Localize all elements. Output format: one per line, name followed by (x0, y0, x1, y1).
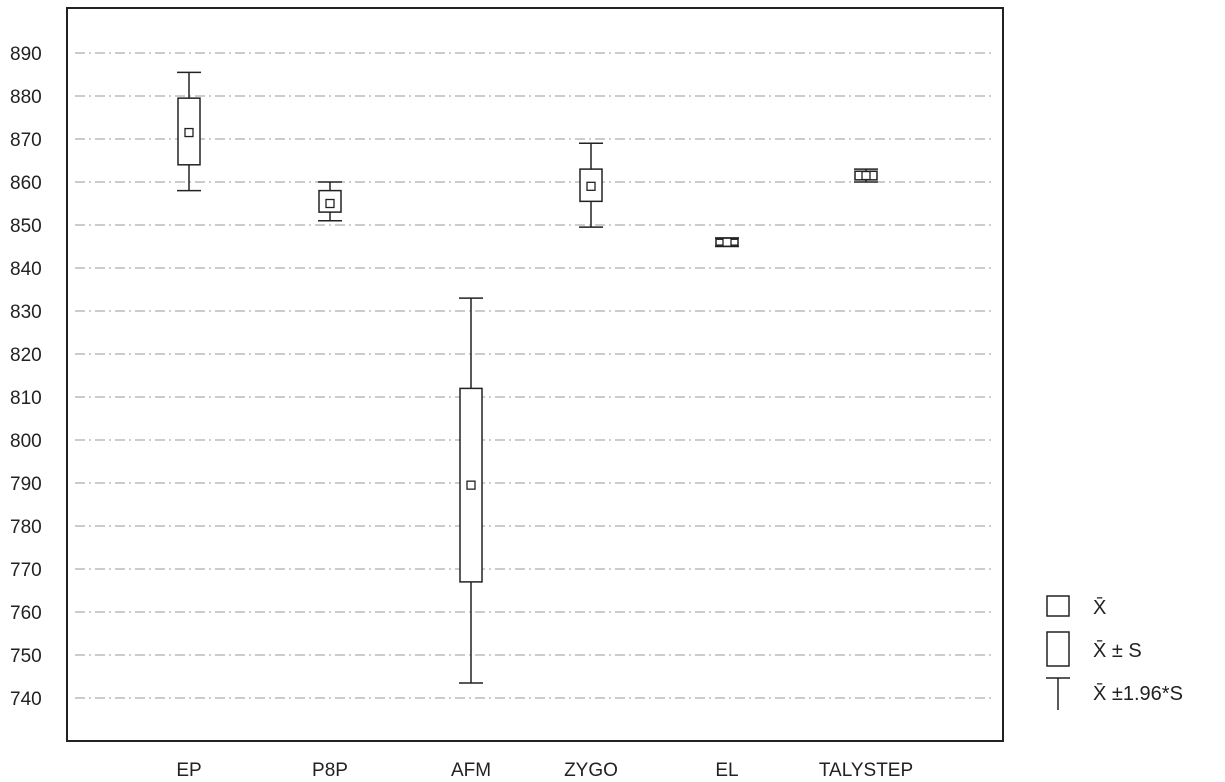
box-afm (459, 297, 483, 684)
y-axis-ticks: 740 750 760 770 780 790 800 810 820 830 840 850 860 8… (10, 44, 42, 710)
y-tick-label-880: 880 (10, 87, 42, 108)
mean-marker-el (722, 237, 732, 247)
y-tick-label-860: 860 (10, 173, 42, 194)
x-category-label-p8p: P8P (312, 760, 348, 781)
x-category-label-el: EL (715, 760, 738, 781)
mean-marker-ep (184, 127, 194, 138)
mean-marker-p8p (325, 198, 335, 209)
y-tick-label-790: 790 (10, 474, 42, 495)
grid-lines (75, 52, 995, 699)
legend-range-symbol (1046, 631, 1070, 667)
y-tick-label-810: 810 (10, 388, 42, 409)
legend-mean-label: X̄ (1093, 596, 1106, 619)
legend-item-whisker: X̄ ±1.96*S (1046, 677, 1183, 710)
box-ep (177, 71, 201, 192)
legend-mean-symbol (1046, 595, 1070, 617)
y-tick-label-830: 830 (10, 302, 42, 323)
box-plot-series (177, 71, 878, 684)
x-category-label-afm: AFM (451, 760, 491, 781)
legend-item-mean: X̄ (1046, 595, 1106, 619)
legend-item-range: X̄ ± S (1046, 631, 1142, 667)
box-talystep (854, 168, 878, 183)
y-tick-label-850: 850 (10, 216, 42, 237)
mean-marker-zygo (586, 181, 596, 191)
y-tick-label-820: 820 (10, 345, 42, 366)
y-tick-label-750: 750 (10, 646, 42, 667)
y-tick-label-760: 760 (10, 603, 42, 624)
x-category-label-talystep: TALYSTEP (819, 760, 913, 781)
legend: X̄ X̄ ± S X̄ ±1.96*S (1046, 595, 1183, 710)
plot-frame (66, 7, 1004, 742)
box-zygo (579, 142, 603, 228)
y-tick-label-780: 780 (10, 517, 42, 538)
y-tick-label-840: 840 (10, 259, 42, 280)
y-tick-label-870: 870 (10, 130, 42, 151)
box-el (715, 237, 739, 248)
y-tick-label-770: 770 (10, 560, 42, 581)
x-axis-categories: EP P8P AFM ZYGO EL TALYSTEP (176, 760, 913, 781)
y-tick-label-800: 800 (10, 431, 42, 452)
legend-range-label: X̄ ± S (1093, 639, 1142, 662)
y-tick-label-740: 740 (10, 689, 42, 710)
legend-whisker-symbol (1046, 677, 1070, 710)
x-category-label-ep: EP (176, 760, 201, 781)
mean-marker-talystep (861, 170, 871, 181)
x-category-label-zygo: ZYGO (564, 760, 618, 781)
legend-whisker-label: X̄ ±1.96*S (1093, 682, 1183, 705)
mean-marker-afm (466, 480, 476, 490)
box-p8p (318, 181, 342, 222)
y-tick-label-890: 890 (10, 44, 42, 65)
